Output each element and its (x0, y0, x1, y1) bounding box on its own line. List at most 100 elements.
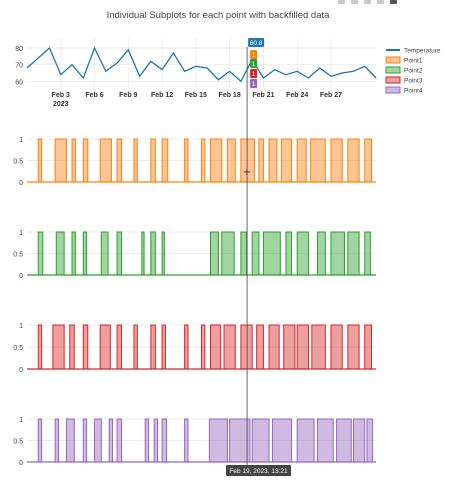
point2-on-interval-19[interactable] (364, 231, 371, 276)
point2-on-interval-6[interactable] (141, 231, 145, 276)
point4-on-interval-10[interactable] (184, 418, 189, 463)
point2-on-interval-3[interactable] (82, 231, 88, 276)
point2-on-interval-0[interactable] (37, 231, 44, 276)
point1-on-interval-5[interactable] (116, 138, 123, 183)
point1-on-interval-8[interactable] (161, 138, 169, 183)
point2-on-interval-1[interactable] (55, 231, 65, 276)
point4-on-interval-14[interactable] (271, 418, 293, 463)
point4-on-interval-7[interactable] (144, 418, 150, 463)
point2-on-interval-4[interactable] (100, 231, 109, 276)
point4-on-interval-5[interactable] (108, 418, 114, 463)
subplot-point3[interactable]: 00.51 (13, 323, 376, 374)
legend-item-point3[interactable]: Point3 (385, 76, 423, 85)
point3-on-interval-1[interactable] (52, 324, 65, 370)
point3-on-interval-19[interactable] (330, 324, 343, 370)
point3-on-interval-7[interactable] (150, 324, 156, 370)
point2-on-interval-9[interactable] (210, 231, 219, 276)
point2-on-interval-8[interactable] (161, 231, 165, 276)
modebar-zoom-icon[interactable] (351, 0, 358, 4)
modebar-logo-icon[interactable] (390, 0, 397, 4)
point1-on-interval-4[interactable] (99, 138, 112, 183)
point3-on-interval-9[interactable] (184, 324, 189, 370)
point3-on-interval-12[interactable] (223, 324, 236, 370)
point2-on-interval-5[interactable] (116, 231, 123, 276)
point2-on-interval-14[interactable] (285, 231, 293, 276)
modebar-reset-icon[interactable] (377, 0, 384, 4)
point4-on-interval-9[interactable] (161, 418, 168, 463)
point3-on-interval-20[interactable] (347, 324, 360, 370)
point4-on-interval-17[interactable] (336, 418, 352, 463)
point1-on-interval-7[interactable] (150, 138, 156, 183)
point3-on-interval-17[interactable] (296, 324, 309, 370)
point1-on-interval-9[interactable] (184, 138, 189, 183)
point3-on-interval-21[interactable] (364, 324, 372, 370)
point1-on-interval-18[interactable] (310, 138, 326, 183)
point2-on-interval-18[interactable] (347, 231, 360, 276)
point3-on-interval-18[interactable] (311, 324, 326, 370)
point2-on-interval-10[interactable] (221, 231, 235, 276)
point4-on-interval-8[interactable] (153, 418, 159, 463)
temperature-line[interactable] (26, 46, 377, 83)
point1-on-interval-11[interactable] (210, 138, 223, 183)
point4-on-interval-0[interactable] (37, 418, 43, 463)
point2-on-interval-7[interactable] (150, 231, 156, 276)
point1-on-interval-14[interactable] (258, 138, 264, 183)
point3-on-interval-11[interactable] (210, 324, 222, 370)
modebar-camera-icon[interactable] (338, 0, 345, 4)
point4-on-interval-2[interactable] (65, 418, 75, 463)
legend[interactable]: Temperature Point1 Point2 Point3 Point4 (385, 48, 441, 95)
point2-on-interval-11[interactable] (240, 231, 248, 276)
point4-on-interval-15[interactable] (296, 418, 315, 463)
point4-on-interval-4[interactable] (94, 418, 102, 463)
point4-on-interval-11[interactable] (208, 418, 228, 463)
legend-item-point2[interactable]: Point2 (385, 66, 423, 75)
subplot-point1[interactable]: 00.51 (13, 137, 376, 187)
point3-on-interval-3[interactable] (82, 324, 89, 370)
modebar-pan-icon[interactable] (364, 0, 371, 4)
point3-on-interval-15[interactable] (268, 324, 280, 370)
point1-on-interval-19[interactable] (330, 138, 343, 183)
point3-on-interval-13[interactable] (240, 324, 253, 370)
point1-on-interval-15[interactable] (268, 138, 278, 183)
point1-on-interval-6[interactable] (133, 138, 138, 183)
point2-on-interval-12[interactable] (251, 231, 260, 276)
point3-on-interval-6[interactable] (133, 324, 138, 370)
point2-on-interval-13[interactable] (262, 231, 281, 276)
point1-on-interval-3[interactable] (82, 138, 89, 183)
point1-on-interval-20[interactable] (347, 138, 360, 183)
point3-on-interval-16[interactable] (283, 324, 296, 370)
legend-item-point4[interactable]: Point4 (385, 86, 423, 95)
point1-on-interval-13[interactable] (240, 138, 255, 183)
point3-on-interval-0[interactable] (37, 324, 43, 370)
point4-on-interval-19[interactable] (366, 418, 374, 463)
point4-on-interval-13[interactable] (251, 418, 270, 463)
point2-on-interval-16[interactable] (316, 231, 326, 276)
subplot-point4[interactable]: 00.51 (13, 417, 376, 467)
point3-on-interval-2[interactable] (69, 324, 75, 370)
point1-on-interval-10[interactable] (201, 138, 206, 183)
point1-on-interval-12[interactable] (226, 138, 236, 183)
point1-on-interval-0[interactable] (37, 138, 43, 183)
point1-on-interval-1[interactable] (54, 138, 67, 183)
point4-on-interval-18[interactable] (352, 418, 366, 463)
point1-on-interval-2[interactable] (71, 138, 76, 183)
point4-on-interval-12[interactable] (229, 418, 251, 463)
point4-on-interval-3[interactable] (82, 418, 88, 463)
point1-on-interval-16[interactable] (280, 138, 293, 183)
legend-item-temperature[interactable]: Temperature (386, 48, 441, 55)
modebar[interactable] (338, 0, 397, 6)
point4-on-interval-1[interactable] (54, 418, 60, 463)
subplot-point2[interactable]: 00.51 (13, 230, 376, 280)
point2-on-interval-17[interactable] (330, 231, 345, 276)
point2-on-interval-2[interactable] (71, 231, 76, 276)
legend-item-point1[interactable]: Point1 (385, 56, 423, 65)
point1-on-interval-17[interactable] (296, 138, 307, 183)
point4-on-interval-16[interactable] (316, 418, 334, 463)
point3-on-interval-10[interactable] (201, 324, 206, 370)
point3-on-interval-5[interactable] (116, 324, 123, 370)
point3-on-interval-8[interactable] (161, 324, 166, 370)
point3-on-interval-14[interactable] (256, 324, 264, 370)
point2-on-interval-15[interactable] (296, 231, 309, 276)
point4-on-interval-6[interactable] (116, 418, 123, 463)
